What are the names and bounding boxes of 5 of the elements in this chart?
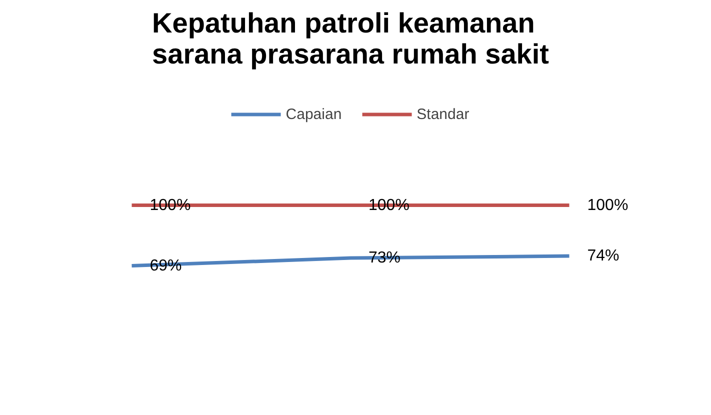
data-label: 100% — [587, 196, 628, 214]
legend-label: Standar — [416, 106, 470, 122]
data-label: 74% — [587, 248, 620, 265]
legend-label: Capaian — [286, 106, 342, 122]
chart-title: Kepatuhan patroli keamanan sarana prasarana rumah sakit — [152, 8, 549, 70]
